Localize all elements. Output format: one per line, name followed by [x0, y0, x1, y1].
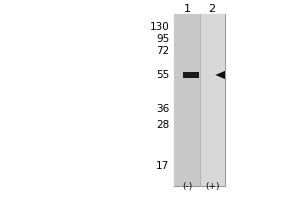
Bar [174, 14, 200, 186]
Bar [200, 14, 225, 186]
Bar [174, 14, 225, 186]
Text: 1: 1 [183, 4, 190, 14]
Text: 2: 2 [208, 4, 216, 14]
Text: 17: 17 [156, 161, 170, 171]
Text: 55: 55 [156, 70, 170, 80]
Text: 95: 95 [156, 34, 170, 44]
Text: 36: 36 [156, 104, 170, 114]
Text: (-): (-) [182, 182, 192, 192]
Text: 72: 72 [156, 46, 170, 56]
Text: (+): (+) [205, 182, 219, 192]
Polygon shape [215, 71, 225, 79]
Bar [183, 72, 199, 78]
Text: 130: 130 [150, 22, 169, 32]
Text: 28: 28 [156, 120, 170, 130]
